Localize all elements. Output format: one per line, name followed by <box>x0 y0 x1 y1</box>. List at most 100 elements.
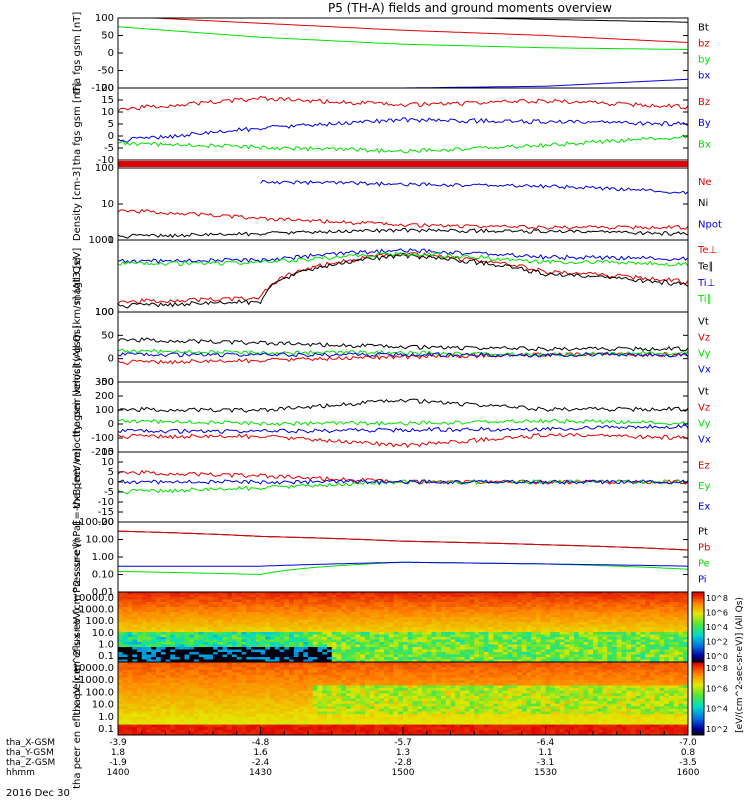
heatmap-cell <box>198 619 204 623</box>
heatmap-cell <box>194 614 200 618</box>
heatmap-cell <box>203 592 209 595</box>
heatmap-cell <box>175 719 181 723</box>
heatmap-cell <box>255 672 261 676</box>
heatmap-cell <box>341 662 347 666</box>
ytick-label: 5 <box>108 119 114 130</box>
heatmap-cell <box>246 639 252 643</box>
heatmap-cell <box>303 632 309 635</box>
heatmap-cell <box>483 604 489 608</box>
heatmap-cell <box>308 644 314 648</box>
heatmap-cell <box>289 719 295 723</box>
heatmap-cell <box>222 614 228 618</box>
heatmap-cell <box>293 716 299 720</box>
heatmap-cell <box>132 602 138 605</box>
heatmap-cell <box>369 592 375 595</box>
heatmap-cell <box>336 708 342 713</box>
heatmap-cell <box>322 649 328 653</box>
heatmap-cell <box>422 629 428 633</box>
heatmap-cell <box>550 604 556 608</box>
heatmap-cell <box>355 698 361 702</box>
heatmap-cell <box>255 659 261 663</box>
heatmap-cell <box>236 669 242 673</box>
heatmap-cell <box>284 714 290 718</box>
heatmap-cell <box>184 672 190 676</box>
heatmap-cell <box>298 708 304 713</box>
heatmap-cell <box>198 612 204 615</box>
heatmap-cell <box>436 602 442 605</box>
heatmap-cell <box>198 642 204 645</box>
heatmap-cell <box>165 604 171 608</box>
heatmap-cell <box>460 659 466 663</box>
heatmap-cell <box>612 617 618 620</box>
heatmap-cell <box>369 642 375 645</box>
heatmap-cell <box>255 649 261 653</box>
heatmap-cell <box>184 612 190 615</box>
heatmap-cell <box>683 619 689 623</box>
heatmap-cell <box>175 721 181 726</box>
heatmap-cell <box>255 680 261 684</box>
heatmap-cell <box>588 659 594 663</box>
heatmap-cell <box>355 675 361 679</box>
heatmap-cell <box>118 637 124 640</box>
heatmap-cell <box>184 614 190 618</box>
heatmap-cell <box>384 617 390 620</box>
heatmap-cell <box>664 647 670 650</box>
heatmap-cell <box>255 721 261 726</box>
heatmap-cell <box>569 627 575 630</box>
heatmap-cell <box>303 634 309 638</box>
heatmap-cell <box>645 607 651 610</box>
heatmap-cell <box>659 597 665 600</box>
heatmap-cell <box>445 639 451 643</box>
heatmap-cell <box>426 634 432 638</box>
heatmap-cell <box>213 632 219 635</box>
heatmap-cell <box>498 637 504 640</box>
heatmap-cell <box>160 677 166 681</box>
heatmap-cell <box>227 724 233 728</box>
heatmap-cell <box>388 634 394 638</box>
legend-label: Vy <box>698 349 711 360</box>
heatmap-cell <box>246 680 252 684</box>
heatmap-cell <box>194 711 200 715</box>
heatmap-cell <box>132 708 138 713</box>
heatmap-cell <box>293 634 299 638</box>
heatmap-cell <box>493 642 499 645</box>
heatmap-cell <box>336 639 342 643</box>
heatmap-cell <box>208 594 214 598</box>
heatmap-cell <box>673 614 679 618</box>
heatmap-cell <box>260 622 266 625</box>
heatmap-cell <box>217 607 223 610</box>
heatmap-cell <box>498 634 504 638</box>
heatmap-cell <box>160 654 166 658</box>
heatmap-cell <box>602 647 608 650</box>
heatmap-cell <box>156 617 162 620</box>
heatmap-cell <box>583 619 589 623</box>
heatmap-cell <box>270 732 276 736</box>
heatmap-cell <box>274 592 280 595</box>
heatmap-cell <box>365 622 371 625</box>
heatmap-cell <box>217 724 223 728</box>
heatmap-cell <box>588 639 594 643</box>
heatmap-cell <box>170 627 176 630</box>
heatmap-cell <box>407 629 413 633</box>
panel-frame <box>117 451 689 523</box>
heatmap-cell <box>569 632 575 635</box>
heatmap-cell <box>241 703 247 707</box>
heatmap-cell <box>612 639 618 643</box>
heatmap-cell <box>227 612 233 615</box>
heatmap-cell <box>303 657 309 660</box>
heatmap-cell <box>170 714 176 718</box>
heatmap-cell <box>118 602 124 605</box>
heatmap-cell <box>398 622 404 625</box>
heatmap-cell <box>479 604 485 608</box>
heatmap-cell <box>645 644 651 648</box>
heatmap-cell <box>179 649 185 653</box>
heatmap-cell <box>279 642 285 645</box>
heatmap-cell <box>194 685 200 689</box>
ytick-label: 100 <box>95 307 114 318</box>
heatmap-cell <box>569 614 575 618</box>
heatmap-cell <box>488 642 494 645</box>
heatmap-cell <box>141 662 147 666</box>
heatmap-cell <box>137 732 143 736</box>
heatmap-cell <box>308 693 314 697</box>
heatmap-cell <box>255 693 261 697</box>
